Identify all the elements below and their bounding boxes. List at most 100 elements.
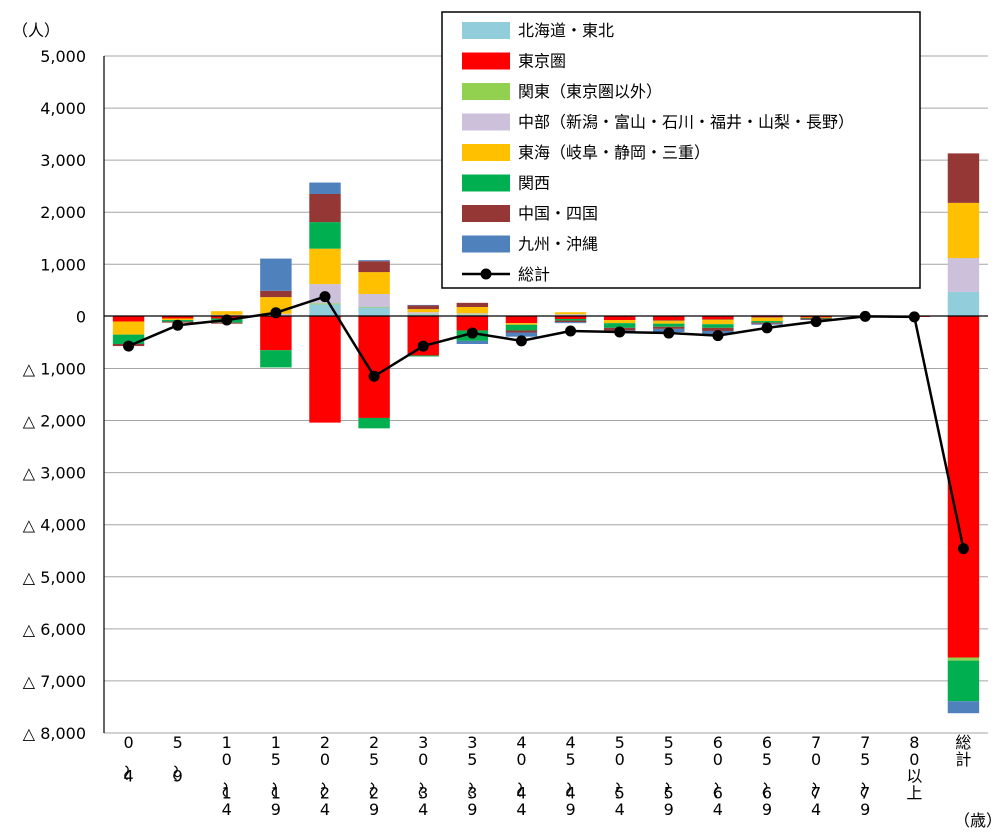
total-point-2 [221,314,233,326]
y-unit-label: （人） [12,21,60,40]
bar-segment-4-9 [554,312,587,315]
bar-segment-6-5 [358,261,390,273]
total-point-15 [859,310,871,322]
legend-label-6: 中国・四国 [518,204,598,223]
bar-segment-5-0 [112,334,145,344]
x-category-label: 5 ～9 [166,733,185,786]
bar-segment-3-7 [456,313,489,315]
y-tick-label: 2,000 [40,203,86,222]
legend-label-3: 中部（新潟・富山・石川・福井・山梨・長野） [518,113,854,132]
bar-segment-5-5 [358,417,390,429]
legend-label-total: 総計 [518,265,550,284]
y-tick-label: 0 [76,307,86,326]
bar-segment-6-12 [702,327,734,331]
bar-segment-6-9 [554,320,587,323]
total-point-6 [417,340,429,352]
bar-segment-7-6 [407,304,439,306]
bar-segment-2-11 [653,320,685,322]
legend-swatch-5 [462,174,510,192]
x-category-label: 1 0 ～1 4 [215,733,234,819]
bar-segment-6-4 [309,194,341,223]
legend-box [441,11,921,289]
bar-segment-7-5 [358,260,390,262]
legend-swatch-7 [462,235,510,253]
legend-swatch-4 [462,144,510,161]
legend-swatch-1 [462,52,510,70]
x-category-label: 8 0 以上 [906,733,922,802]
total-point-0 [123,340,135,352]
bar-segment-5-8 [505,324,538,331]
bar-segment-0-6 [407,314,439,317]
bar-segment-3-6 [407,312,439,314]
bar-segment-2-5 [358,307,390,308]
bar-segment-1-10 [603,316,636,321]
x-category-label: 7 0 ～7 4 [804,733,823,819]
bar-segment-5-4 [309,222,341,249]
bar-segment-4-0 [112,321,145,335]
bar-segment-2-13 [751,317,783,318]
total-point-5 [368,370,380,382]
bar-segment-2-17 [947,657,980,661]
total-point-13 [761,322,773,334]
bar-segment-4-5 [358,272,390,294]
bar-segment-6-6 [407,305,439,310]
bar-segment-1-8 [505,316,538,324]
legend-label-0: 北海道・東北 [518,21,614,40]
bar-segment-5-3 [260,350,292,368]
y-tick-label: △ 7,000 [23,672,86,691]
legend-label-4: 東海（岐阜・静岡・三重） [518,143,710,162]
y-tick-label: △ 2,000 [23,412,86,431]
total-point-4 [319,291,331,303]
y-tick-label: 1,000 [40,255,86,274]
bar-segment-7-8 [505,332,538,337]
bar-segment-1-12 [702,316,734,320]
y-tick-label: 4,000 [40,99,86,118]
total-point-14 [810,316,822,328]
x-category-label: 2 5 ～2 9 [362,733,381,819]
y-tick-label: △ 6,000 [23,620,86,639]
y-tick-label: 3,000 [40,151,86,170]
bar-segment-4-11 [653,321,685,324]
bar-segment-3-17 [947,258,980,292]
bar-segment-1-4 [309,316,341,423]
bar-segment-5-9 [554,318,587,321]
x-category-label: 7 5 ～7 9 [853,733,872,819]
total-point-17 [957,543,969,555]
legend-swatch-6 [462,205,510,222]
bar-segment-7-17 [947,701,980,714]
bar-segment-2-12 [702,319,734,321]
bar-segment-6-17 [947,153,980,203]
x-category-label: 総計 [955,733,971,769]
total-point-1 [172,319,184,331]
legend-swatch-3 [462,113,510,131]
total-series-line [128,295,965,549]
bar-segment-1-3 [260,316,292,351]
bar-segment-0-17 [947,291,980,317]
bar-segment-3-13 [751,314,783,316]
bar-segment-4-2 [211,311,243,315]
y-tick-label: △ 8,000 [23,724,86,743]
y-tick-label: △ 3,000 [23,464,86,483]
total-point-7 [466,327,478,339]
x-unit-label: （歳） [954,811,1002,830]
bar-segment-1-5 [358,316,390,418]
bar-segment-7-4 [309,182,341,195]
total-point-16 [908,311,920,323]
total-line [123,291,969,555]
total-point-8 [515,335,527,347]
bar-segment-4-10 [603,320,636,324]
legend-label-7: 九州・沖縄 [518,235,598,254]
bar-segment-7-9 [554,322,587,324]
x-category-label: 1 5 ～1 9 [264,733,283,819]
y-tick-label: △ 5,000 [23,568,86,587]
bar-segment-1-0 [112,316,145,322]
bar-segment-4-13 [751,317,783,322]
bar-segment-5-10 [603,323,636,328]
x-category-label: 3 5 ～3 9 [460,733,479,819]
bar-segment-2-6 [407,313,439,315]
bar-segment-1-13 [751,316,783,318]
y-tick-label: 5,000 [40,47,86,66]
bar-segment-3-9 [554,314,587,316]
